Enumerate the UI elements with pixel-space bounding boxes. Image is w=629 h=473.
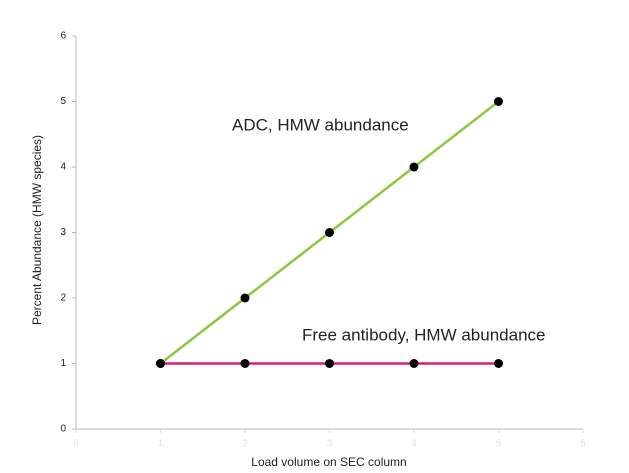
data-point	[494, 97, 503, 106]
data-point	[409, 162, 419, 172]
y-tick-label: 6	[60, 31, 66, 42]
x-tick-label: 1	[158, 439, 164, 450]
series-label: ADC, HMW abundance	[232, 115, 409, 134]
x-tick-label: 4	[411, 439, 417, 450]
x-tick-label: 6	[580, 439, 586, 450]
data-point	[240, 359, 250, 368]
x-tick-label: 5	[496, 439, 502, 450]
x-axis-label: Load volume on SEC column	[251, 455, 406, 469]
x-tick-label: 3	[327, 439, 333, 450]
data-point	[409, 359, 419, 368]
y-axis-label: Percent Abundance (HMW species)	[30, 135, 44, 325]
data-point	[156, 359, 165, 368]
data-point	[494, 359, 503, 368]
data-point	[240, 293, 250, 303]
y-tick-label: 2	[60, 293, 66, 304]
data-point	[325, 228, 334, 237]
x-tick-label: 0	[73, 439, 79, 450]
x-tick-label: 2	[242, 439, 248, 450]
y-tick-label: 4	[60, 162, 66, 173]
y-tick-label: 5	[60, 96, 66, 107]
y-tick-label: 3	[60, 227, 66, 238]
data-point	[325, 359, 334, 368]
y-tick-label: 1	[60, 358, 66, 369]
y-tick-label: 0	[60, 424, 66, 435]
series-label: Free antibody, HMW abundance	[302, 325, 545, 344]
